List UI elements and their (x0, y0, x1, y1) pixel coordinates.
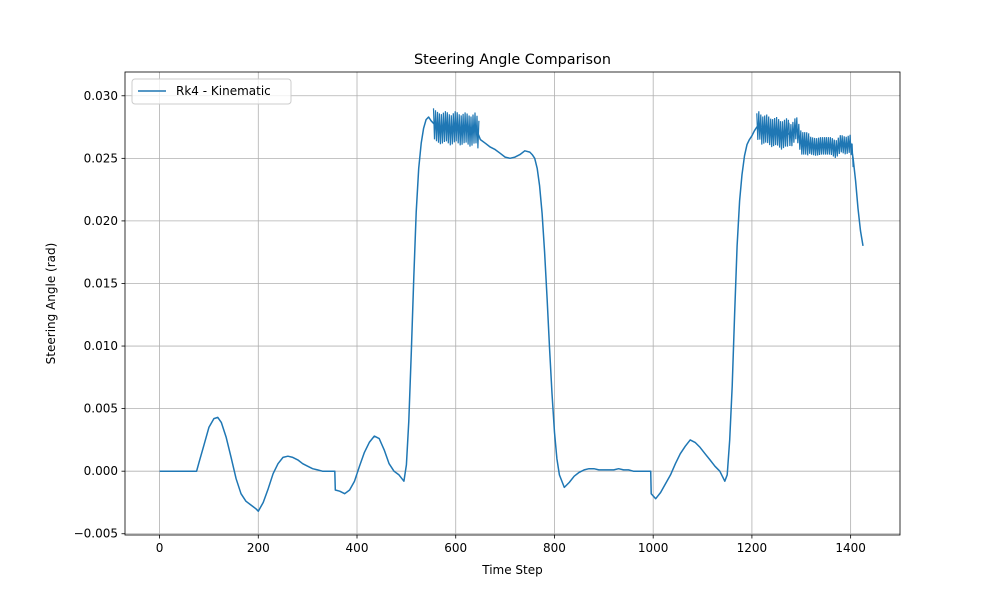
y-tick-label: 0.030 (84, 89, 118, 103)
x-tick-label: 400 (346, 541, 369, 555)
y-axis-label: Steering Angle (rad) (44, 243, 58, 365)
y-tick-label: −0.005 (74, 527, 118, 541)
x-tick-label: 1400 (835, 541, 866, 555)
y-tick-label: 0.000 (84, 464, 118, 478)
x-tick-label: 200 (247, 541, 270, 555)
y-tick-label: 0.025 (84, 151, 118, 165)
y-tick-label: 0.010 (84, 339, 118, 353)
series-layer (159, 108, 864, 512)
x-tick-label: 1000 (638, 541, 669, 555)
x-tick-label: 600 (444, 541, 467, 555)
series-line-rk4-kinematic (159, 116, 864, 512)
x-tick-label: 800 (543, 541, 566, 555)
series-oscillation-band (788, 117, 810, 156)
legend: Rk4 - Kinematic (131, 78, 292, 105)
series-oscillation-band (432, 108, 480, 149)
x-tick-label: 0 (156, 541, 164, 555)
y-tick-label: 0.005 (84, 402, 118, 416)
legend-box (131, 78, 292, 105)
legend-label: Rk4 - Kinematic (176, 84, 271, 98)
chart-title: Steering Angle Comparison (414, 52, 611, 68)
axis-ticks: 0 200 400 600 800 1000 1200 1400 −0.005 0.000 0.00… (74, 89, 866, 555)
series-oscillation-band (808, 134, 854, 168)
x-tick-label: 1200 (737, 541, 768, 555)
x-axis-label: Time Step (481, 563, 543, 577)
y-tick-label: 0.020 (84, 214, 118, 228)
series-oscillation-band (756, 111, 789, 150)
y-tick-label: 0.015 (84, 276, 118, 290)
plot-area-frame (124, 71, 901, 536)
